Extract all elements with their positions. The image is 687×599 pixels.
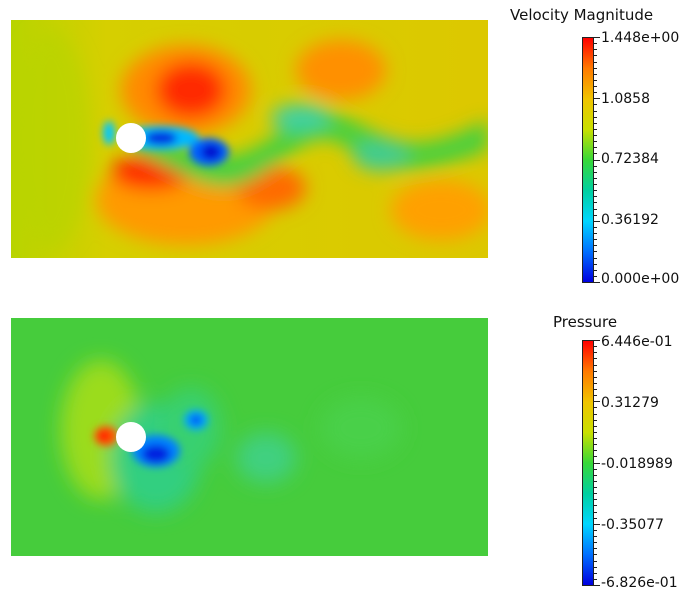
pressure-colorbar-ticks [593,340,601,586]
velocity-field-plot [11,20,488,258]
pressure-label-max: 6.446e-01 [601,334,673,350]
pressure-label-3: 0.31279 [601,395,659,411]
pressure-label-2: -0.018989 [601,456,673,472]
pressure-colorbar-title: Pressure [553,313,618,331]
velocity-colorbar-ticks [593,37,601,283]
pressure-obstacle [116,422,146,452]
velocity-colorbar-title: Velocity Magnitude [510,6,654,24]
velocity-label-1: 0.36192 [601,212,659,228]
pressure-field-plot [11,318,488,556]
velocity-obstacle [116,123,146,153]
velocity-label-min: 0.000e+00 [601,271,680,287]
velocity-label-max: 1.448e+00 [601,30,680,46]
pressure-label-min: -6.826e-01 [601,575,678,591]
velocity-label-2: 0.72384 [601,151,659,167]
velocity-label-3: 1.0858 [601,91,650,107]
pressure-label-1: -0.35077 [601,517,664,533]
